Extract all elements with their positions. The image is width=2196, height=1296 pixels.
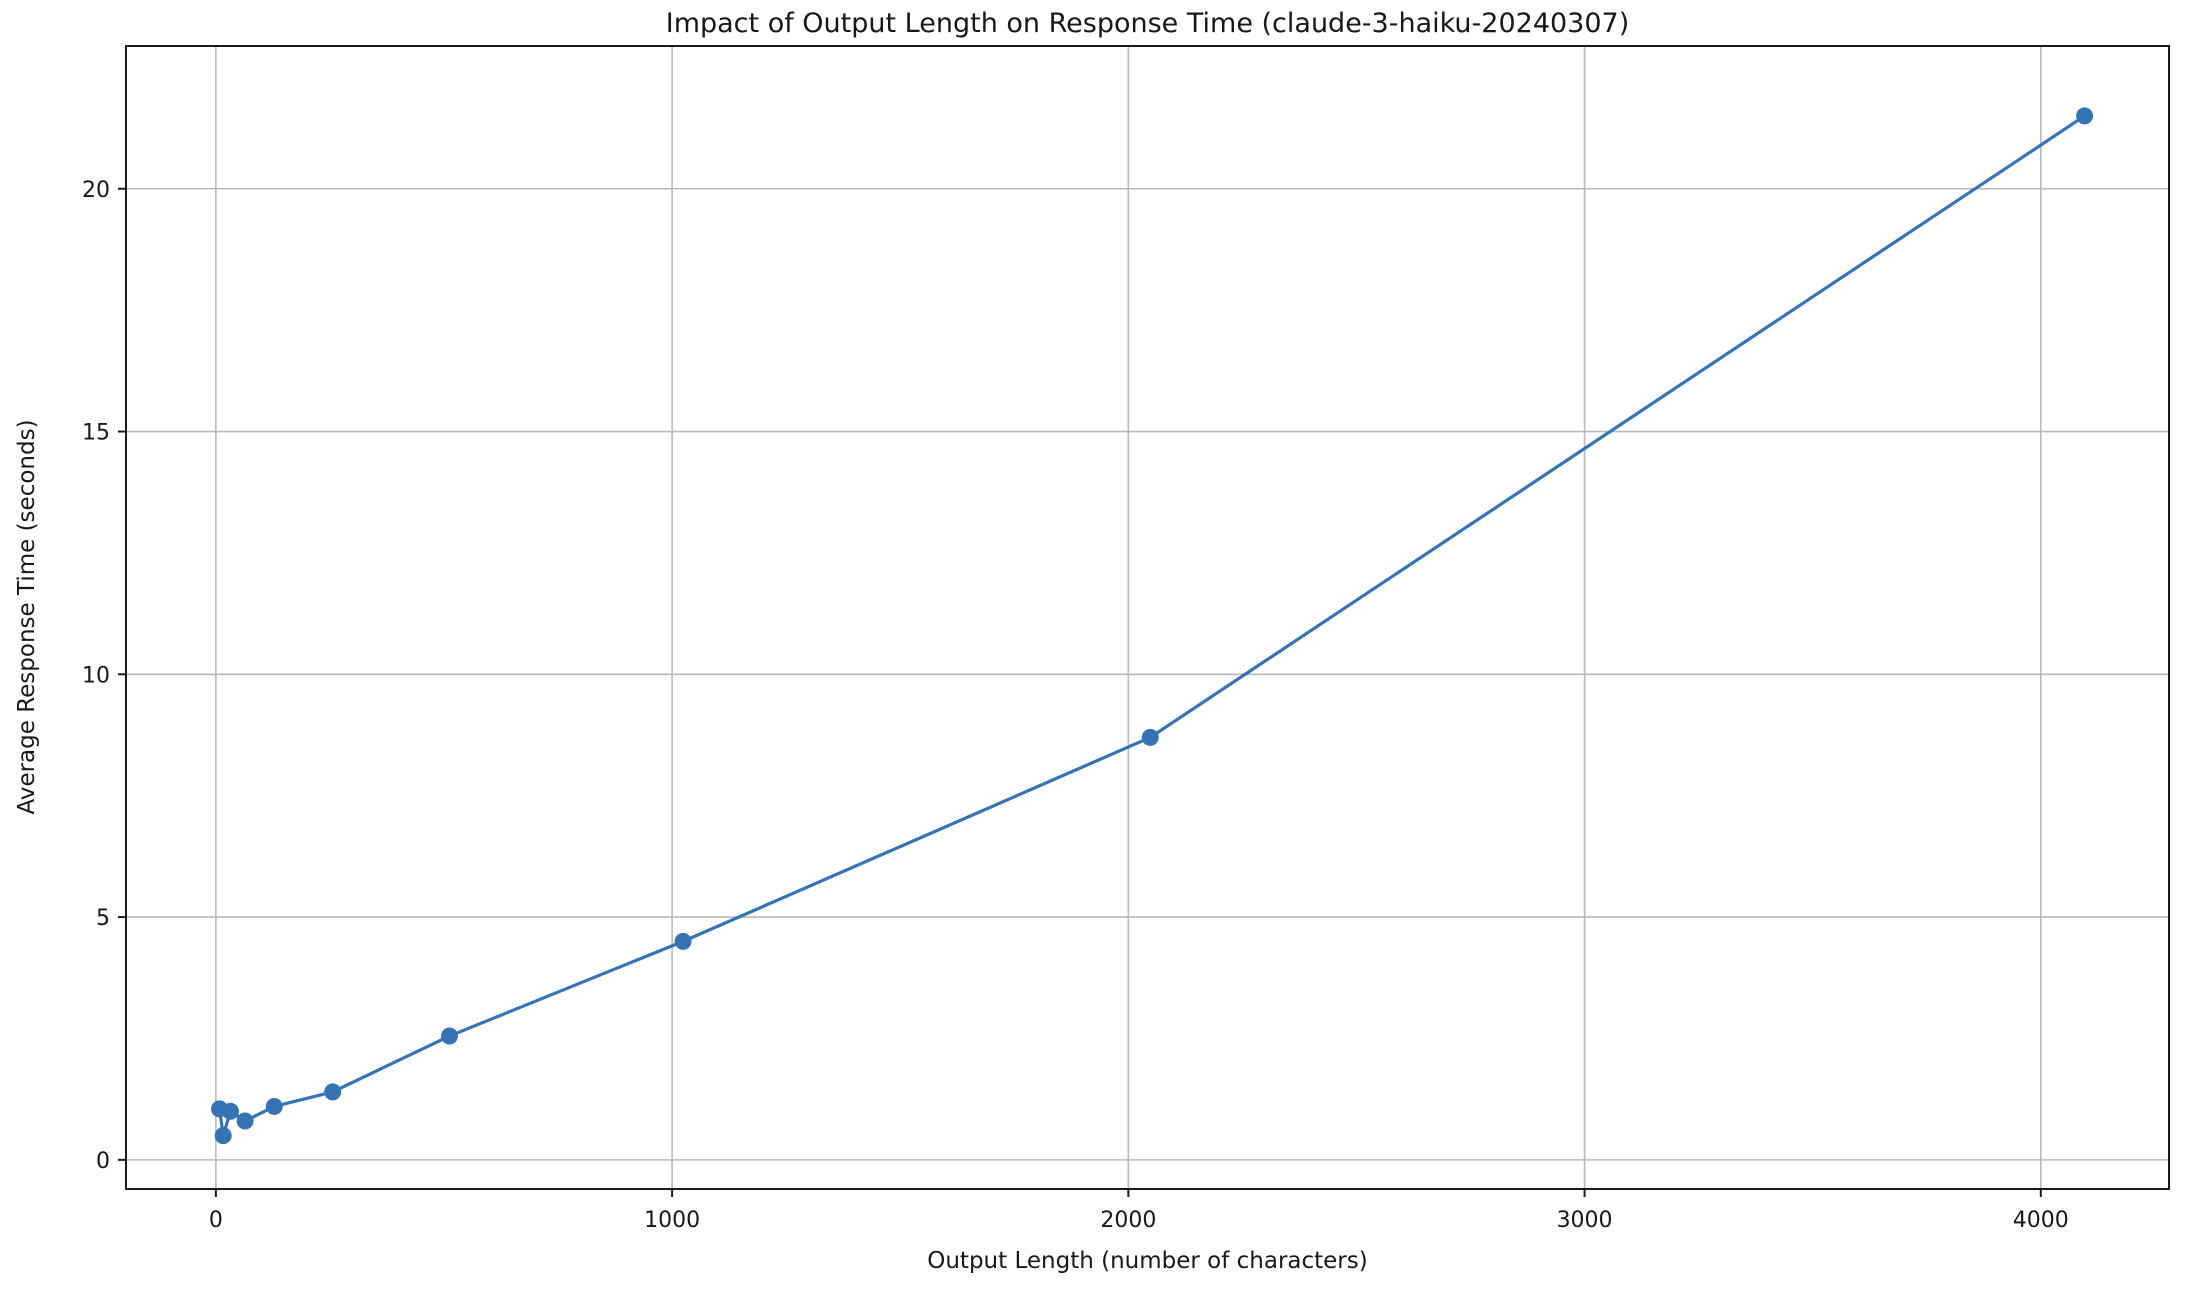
data-point-marker — [236, 1112, 254, 1130]
x-tick-label: 3000 — [1557, 1208, 1613, 1233]
x-tick-label: 4000 — [2013, 1208, 2069, 1233]
data-point-marker — [2076, 107, 2094, 125]
y-tick-label: 20 — [82, 178, 110, 203]
axes-frame — [125, 45, 2170, 1190]
y-tick-label: 15 — [82, 421, 110, 446]
chart-title: Impact of Output Length on Response Time… — [665, 8, 1630, 39]
data-point-marker — [1141, 728, 1159, 746]
y-tick-label: 0 — [96, 1149, 110, 1174]
x-axis-label: Output Length (number of characters) — [927, 1248, 1368, 1274]
x-tick-label: 2000 — [1100, 1208, 1156, 1233]
axes-background — [126, 46, 2169, 1189]
data-point-marker — [440, 1027, 458, 1045]
data-point-marker — [221, 1102, 239, 1120]
data-point-marker — [265, 1097, 283, 1115]
y-tick-label: 10 — [82, 663, 110, 688]
x-tick-label: 0 — [209, 1208, 223, 1233]
data-point-marker — [214, 1127, 232, 1145]
data-point-marker — [324, 1083, 342, 1101]
y-tick-label: 5 — [96, 906, 110, 931]
data-point-marker — [674, 932, 692, 950]
x-tick-label: 1000 — [644, 1208, 700, 1233]
data-line — [217, 114, 2087, 1138]
